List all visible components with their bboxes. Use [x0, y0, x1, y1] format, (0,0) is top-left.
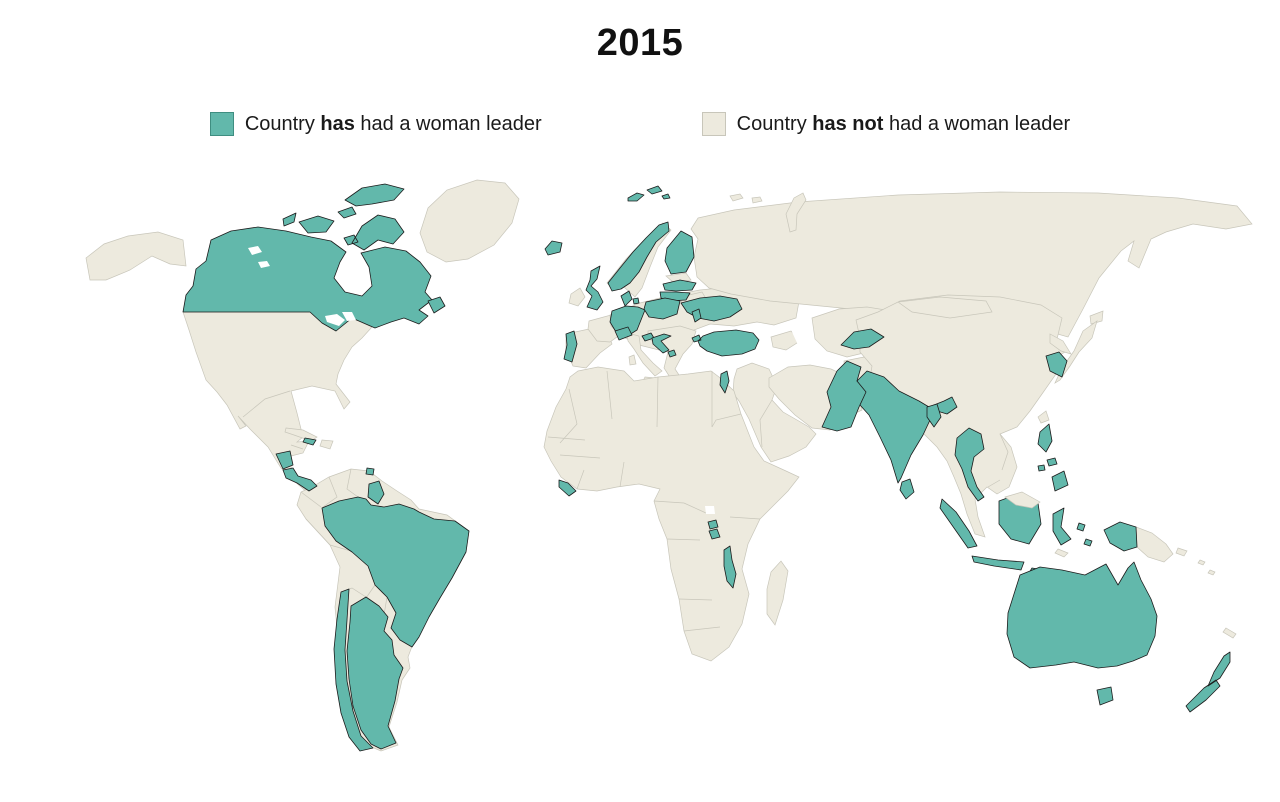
country-costa-rica-panama	[282, 467, 318, 492]
legend-item-has-not: Country has not had a woman leader	[701, 112, 1071, 136]
country-poland	[643, 297, 681, 320]
country-iceland	[544, 240, 563, 256]
island-sardinia	[628, 354, 637, 366]
country-moldova	[691, 308, 702, 323]
country-denmark	[620, 290, 640, 307]
islands-franz-josef	[729, 193, 763, 204]
landmass-russia	[690, 191, 1253, 338]
island-madagascar	[766, 560, 789, 626]
country-germany	[609, 305, 646, 338]
country-canada	[182, 226, 433, 332]
legend-swatch-has-icon	[209, 112, 234, 136]
country-trinidad-and-tobago	[365, 467, 375, 476]
country-united-kingdom	[585, 265, 604, 311]
island-taiwan	[1037, 410, 1050, 424]
legend-item-has: Country has had a woman leader	[209, 112, 542, 136]
country-switzerland	[614, 326, 633, 341]
country-australia	[1006, 561, 1158, 706]
country-chile	[333, 588, 374, 752]
year-title: 2015	[596, 22, 684, 64]
country-liberia	[558, 479, 577, 497]
country-israel	[719, 370, 730, 394]
country-kyrgyzstan	[840, 328, 885, 350]
island-timor	[1054, 548, 1069, 558]
base-landmasses	[85, 179, 1253, 752]
country-philippines	[1037, 423, 1069, 492]
legend-swatch-has-not-icon	[701, 112, 726, 136]
island-hispaniola	[319, 439, 334, 450]
highlighted-countries	[182, 183, 1231, 752]
country-portugal	[563, 330, 578, 363]
country-argentina	[346, 596, 404, 750]
islands-solomon	[1197, 559, 1216, 576]
landmass-north-korea	[1049, 333, 1072, 355]
country-turkey	[691, 329, 760, 357]
landmass-caucasus	[770, 330, 801, 351]
island-novaya-zemlya	[785, 192, 807, 233]
country-kosovo	[667, 349, 677, 358]
legend-label-has: Country has had a woman leader	[244, 112, 542, 135]
internal-borders	[242, 296, 1009, 632]
island-new-caledonia	[1222, 627, 1237, 639]
country-rwanda	[707, 519, 719, 530]
country-thailand	[954, 427, 985, 502]
landmass-papua-new-guinea	[1135, 526, 1174, 563]
country-bangladesh	[926, 403, 942, 428]
landmass-malaysia-north-borneo	[1004, 491, 1041, 509]
country-norway	[607, 221, 670, 292]
country-south-korea	[1045, 351, 1068, 378]
island-honshu-japan	[1054, 320, 1098, 384]
country-finland	[664, 230, 695, 275]
country-norway-svalbard	[627, 185, 671, 202]
country-nicaragua	[275, 450, 294, 470]
country-sri-lanka	[899, 478, 915, 500]
island-new-britain	[1175, 547, 1188, 557]
country-new-zealand	[1185, 651, 1231, 713]
legend: Country has had a woman leader Country h…	[0, 112, 1280, 136]
lakes	[248, 246, 812, 514]
country-jamaica	[302, 437, 317, 446]
landmass-usa-mexico-central-america	[182, 311, 373, 494]
country-malawi	[723, 545, 737, 589]
country-burundi	[708, 528, 721, 540]
landmass-africa	[543, 366, 800, 662]
landmass-greenland	[419, 179, 520, 263]
island-ireland	[568, 287, 586, 307]
legend-label-has-not: Country has not had a woman leader	[736, 112, 1071, 135]
country-canada-arctic-islands	[282, 183, 446, 314]
country-brazil	[321, 496, 470, 648]
country-latvia	[662, 279, 697, 292]
island-hokkaido	[1089, 310, 1104, 325]
overlay-landmasses	[1004, 491, 1069, 558]
landmass-italy	[626, 332, 663, 377]
country-croatia	[651, 333, 672, 354]
landmass-alaska	[85, 231, 187, 281]
country-guyana	[367, 480, 385, 505]
